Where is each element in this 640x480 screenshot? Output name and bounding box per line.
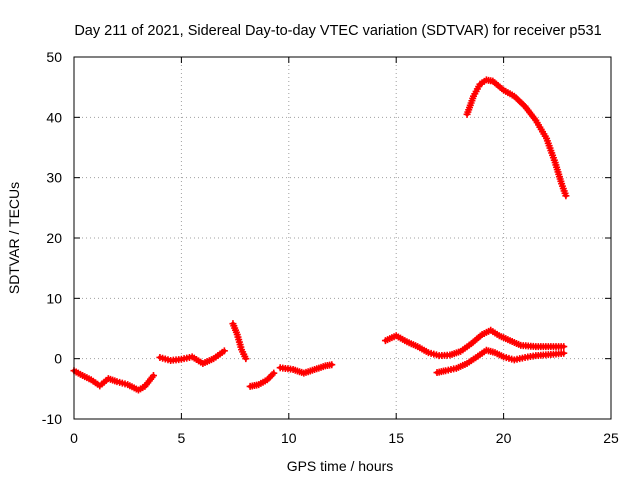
data-point xyxy=(270,369,278,377)
x-tick-label: 10 xyxy=(281,430,297,446)
data-point xyxy=(220,347,228,355)
series-arc-2 xyxy=(156,347,228,367)
x-tick-label: 5 xyxy=(178,430,186,446)
x-tick-label: 15 xyxy=(388,430,404,446)
data-point xyxy=(242,355,250,363)
x-tick-label: 20 xyxy=(496,430,512,446)
y-tick-label: 0 xyxy=(54,351,62,367)
data-point xyxy=(149,372,157,380)
grid-lines xyxy=(74,57,611,419)
data-point xyxy=(560,343,568,351)
y-tick-label: 20 xyxy=(46,230,62,246)
data-point xyxy=(328,361,336,369)
series-arc-8 xyxy=(463,76,570,200)
y-tick-label: 30 xyxy=(46,170,62,186)
series-arc-7 xyxy=(433,346,568,377)
data-series xyxy=(70,76,570,394)
y-tick-label: -10 xyxy=(42,411,62,427)
chart-title: Day 211 of 2021, Sidereal Day-to-day VTE… xyxy=(74,23,601,39)
data-point xyxy=(562,192,570,200)
series-arc-5 xyxy=(276,361,336,377)
series-arc-6 xyxy=(381,326,568,360)
x-tick-label: 0 xyxy=(70,430,78,446)
y-tick-label: 10 xyxy=(46,290,62,306)
data-point xyxy=(560,349,568,357)
x-axis-label: GPS time / hours xyxy=(287,458,394,474)
x-tick-label: 25 xyxy=(603,430,619,446)
y-tick-label: 50 xyxy=(46,49,62,65)
series-arc-3 xyxy=(229,320,250,363)
y-tick-label: 40 xyxy=(46,109,62,125)
y-axis-label: SDTVAR / TECUs xyxy=(6,182,22,294)
series-arc-1 xyxy=(70,367,157,394)
axis-ticks: 0 5 10 15 20 25 -10 0 10 20 30 40 50 xyxy=(42,49,619,446)
series-arc-4 xyxy=(246,369,278,390)
